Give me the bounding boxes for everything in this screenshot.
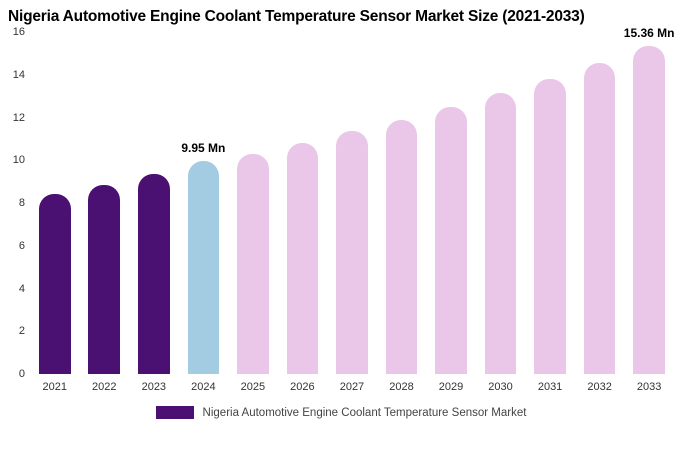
- bar-2021[interactable]: [38, 194, 71, 374]
- bar-slot-2022: [80, 32, 130, 374]
- chart-container: Nigeria Automotive Engine Coolant Temper…: [8, 8, 675, 419]
- x-tick-label-2025: 2025: [240, 381, 266, 393]
- bar-2026[interactable]: [286, 143, 319, 374]
- bar-2029[interactable]: [435, 106, 467, 374]
- y-tick-label: 8: [18, 197, 25, 209]
- y-tick-label: 12: [12, 111, 25, 124]
- bar-2032[interactable]: [583, 63, 616, 374]
- bar-2022[interactable]: [88, 184, 121, 374]
- bar-slot-2021: [30, 32, 80, 374]
- bar-2028[interactable]: [385, 119, 418, 374]
- x-tick-label-2028: 2028: [389, 381, 414, 393]
- bar-slot-2026: [278, 32, 328, 374]
- bar-2033[interactable]: [633, 45, 665, 374]
- x-tick-label-2021: 2021: [42, 381, 67, 393]
- x-tick-label-2033: 2033: [636, 381, 662, 393]
- legend-swatch: [155, 406, 194, 419]
- y-axis: 0 2 4 6 8 10 12 14 16: [8, 26, 30, 380]
- bar-slot-2025: [228, 32, 278, 374]
- y-tick-label: 4: [18, 282, 25, 295]
- chart-body: 0 2 4 6 8 10 12 14 16 9.95 Mn 15.36 Mn 2021 2022 20…: [8, 26, 675, 393]
- bar-slot-2027: [327, 32, 377, 374]
- x-tick-label-2032: 2032: [587, 381, 612, 393]
- x-tick-label-2026: 2026: [290, 381, 315, 393]
- x-tick-label-2030: 2030: [488, 381, 513, 393]
- x-tick-label-2031: 2031: [537, 381, 563, 393]
- legend-label: Nigeria Automotive Engine Coolant Temper…: [202, 406, 527, 419]
- bar-slot-2029: [426, 32, 476, 374]
- bar-2025[interactable]: [237, 153, 269, 374]
- x-tick-label-2029: 2029: [438, 381, 464, 393]
- y-tick-label: 10: [12, 154, 25, 167]
- bar-2023[interactable]: [137, 174, 170, 374]
- bar-2024[interactable]: [187, 161, 220, 374]
- bar-slot-2030: [476, 32, 526, 374]
- bar-slot-2024: 9.95 Mn: [179, 32, 229, 374]
- x-axis: 2021 2022 2023 2024 2025 2026 2027 2028 2029 2030…: [30, 381, 674, 393]
- x-tick-label-2022: 2022: [92, 381, 117, 393]
- bar-2030[interactable]: [484, 92, 517, 374]
- legend: Nigeria Automotive Engine Coolant Temper…: [8, 406, 674, 419]
- x-tick-label-2027: 2027: [339, 381, 365, 393]
- bar-slot-2031: [525, 32, 575, 374]
- bar-value-label-2024: 9.95 Mn: [181, 141, 226, 156]
- y-tick-label: 6: [18, 239, 25, 252]
- y-tick-label: 14: [12, 68, 25, 81]
- bar-slot-2033: 15.36 Mn: [624, 26, 674, 374]
- bar-slot-2023: [129, 32, 179, 374]
- chart-title: Nigeria Automotive Engine Coolant Temper…: [8, 8, 585, 25]
- x-tick-label-2024: 2024: [191, 381, 216, 393]
- x-tick-label-2023: 2023: [141, 381, 167, 393]
- y-tick-label: 0: [18, 368, 25, 380]
- bar-value-label-2033: 15.36 Mn: [623, 25, 675, 40]
- bar-slot-2028: [377, 32, 427, 374]
- bar-2027[interactable]: [336, 131, 368, 374]
- plot-wrap: 9.95 Mn 15.36 Mn 2021 2022 2023 2024 2025 2026…: [30, 26, 674, 393]
- bar-2031[interactable]: [534, 79, 566, 374]
- bar-slot-2032: [575, 32, 625, 374]
- y-tick-label: 16: [12, 26, 25, 38]
- plot-area: 9.95 Mn 15.36 Mn: [30, 26, 674, 374]
- y-tick-label: 2: [18, 325, 25, 338]
